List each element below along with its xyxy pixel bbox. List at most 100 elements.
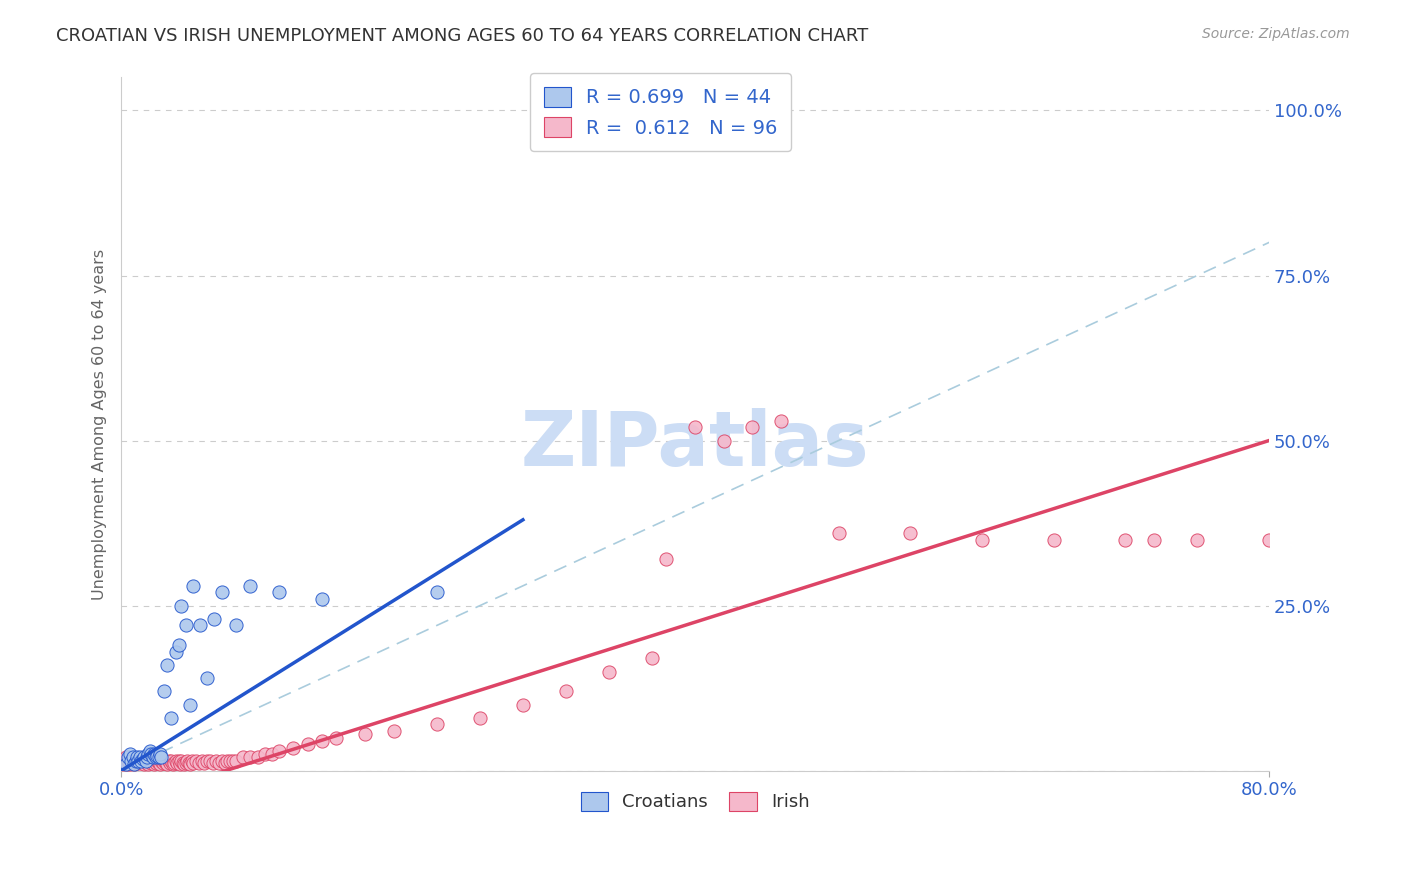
Point [114, 750, 136, 764]
Point [120, 754, 142, 768]
Point [125, 756, 148, 770]
Point [153, 684, 176, 698]
Point [311, 734, 333, 748]
Legend: Croatians, Irish: Croatians, Irish [568, 780, 823, 824]
Point [217, 754, 239, 768]
Point [150, 750, 173, 764]
Point [267, 585, 290, 599]
Point [127, 754, 149, 768]
Point [127, 754, 149, 768]
Point [172, 756, 194, 770]
Point [131, 754, 153, 768]
Point [354, 727, 377, 741]
Point [683, 420, 706, 434]
Point [125, 750, 148, 764]
Point [239, 579, 262, 593]
Point [222, 754, 245, 768]
Point [156, 757, 179, 772]
Point [160, 711, 183, 725]
Point [138, 757, 160, 772]
Point [225, 618, 247, 632]
Point [208, 756, 231, 770]
Point [111, 757, 134, 772]
Point [426, 585, 449, 599]
Point [136, 750, 159, 764]
Text: Source: ZipAtlas.com: Source: ZipAtlas.com [1202, 27, 1350, 41]
Point [142, 750, 165, 764]
Point [114, 757, 136, 772]
Point [1185, 533, 1208, 547]
Point [121, 756, 143, 770]
Point [512, 698, 534, 712]
Point [160, 754, 183, 768]
Point [970, 533, 993, 547]
Point [253, 747, 276, 762]
Point [117, 754, 139, 768]
Point [179, 698, 201, 712]
Point [124, 754, 146, 768]
Point [153, 754, 176, 768]
Text: CROATIAN VS IRISH UNEMPLOYMENT AMONG AGES 60 TO 64 YEARS CORRELATION CHART: CROATIAN VS IRISH UNEMPLOYMENT AMONG AGE… [56, 27, 869, 45]
Point [166, 756, 188, 770]
Point [149, 757, 172, 772]
Point [180, 754, 202, 768]
Point [174, 618, 197, 632]
Point [219, 754, 242, 768]
Point [170, 754, 193, 768]
Point [195, 671, 218, 685]
Point [132, 752, 155, 766]
Point [165, 754, 187, 768]
Point [170, 599, 193, 613]
Point [181, 579, 204, 593]
Point [121, 750, 143, 764]
Point [159, 756, 181, 770]
Point [148, 756, 170, 770]
Point [120, 754, 142, 768]
Point [1042, 533, 1064, 547]
Point [204, 612, 226, 626]
Point [115, 757, 138, 772]
Point [713, 434, 735, 448]
Point [122, 757, 145, 772]
Point [187, 756, 209, 770]
Point [239, 750, 262, 764]
Point [173, 757, 195, 772]
Point [124, 754, 146, 768]
Point [146, 749, 169, 764]
Point [162, 757, 184, 772]
Point [598, 665, 620, 679]
Point [190, 754, 212, 768]
Point [139, 744, 162, 758]
Point [165, 645, 187, 659]
Point [128, 756, 150, 770]
Point [195, 754, 218, 768]
Point [141, 747, 163, 762]
Point [135, 754, 157, 768]
Point [143, 757, 166, 772]
Point [232, 750, 254, 764]
Point [246, 750, 269, 764]
Point [193, 756, 215, 770]
Point [149, 747, 172, 762]
Point [136, 756, 159, 770]
Point [1114, 533, 1136, 547]
Point [1143, 533, 1166, 547]
Point [145, 750, 167, 764]
Point [382, 724, 405, 739]
Point [188, 618, 211, 632]
Point [157, 754, 180, 768]
Point [555, 684, 578, 698]
Point [146, 754, 169, 768]
Point [267, 744, 290, 758]
Point [150, 754, 173, 768]
Point [169, 757, 191, 772]
Point [174, 756, 197, 770]
Point [117, 750, 139, 764]
Point [260, 747, 283, 762]
Point [827, 526, 849, 541]
Point [211, 585, 233, 599]
Point [898, 526, 921, 541]
Point [641, 651, 664, 665]
Point [143, 747, 166, 762]
Point [198, 754, 221, 768]
